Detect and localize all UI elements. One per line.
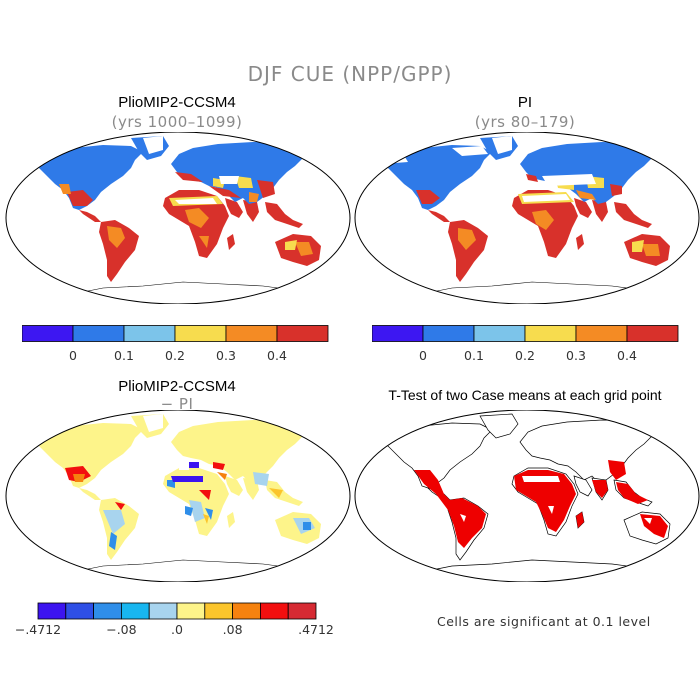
- panel-2-subtitle: (yrs 80–179): [474, 113, 576, 131]
- colorbar-tick-label: 0.1: [464, 348, 484, 363]
- panel-3-colorbar: −.4712 −.08 .0 .08 .4712: [15, 602, 334, 637]
- colorbar-cell: [575, 325, 628, 342]
- colorbar-tick-label: 0.2: [515, 348, 535, 363]
- panel-3-title: PlioMIP2-CCSM4: [118, 378, 236, 395]
- colorbar-cell: [22, 325, 74, 342]
- panel-2-colorbar: 0 0.1 0.2 0.3 0.4: [372, 325, 679, 363]
- colorbar-cell: [204, 602, 234, 620]
- colorbar-tick-label: 0.3: [216, 348, 236, 363]
- colorbar-cell: [524, 325, 577, 342]
- colorbar-cell: [225, 325, 278, 342]
- panel-4-title: T-Test of two Case means at each grid po…: [388, 387, 662, 403]
- colorbar-tick-label: 0.3: [566, 348, 586, 363]
- panel-4-map: [354, 410, 700, 582]
- panel-1-map: [5, 132, 351, 304]
- colorbar-cell: [37, 602, 67, 620]
- panel-2-map: [354, 132, 700, 304]
- colorbar-tick-label: .08: [223, 622, 243, 637]
- colorbar-tick-label: −.4712: [15, 622, 61, 637]
- colorbar-cell: [372, 325, 424, 342]
- colorbar-cell: [176, 602, 206, 620]
- panel-1-title: PlioMIP2-CCSM4: [118, 94, 236, 111]
- colorbar-tick-label: .4712: [298, 622, 334, 637]
- colorbar-tick-label: 0.4: [617, 348, 637, 363]
- panel-3-map: [5, 410, 351, 582]
- panel-2-title: PI: [517, 94, 533, 111]
- colorbar-tick-label: .0: [171, 622, 183, 637]
- colorbar-cell: [287, 602, 317, 620]
- panel-1-colorbar: 0 0.1 0.2 0.3 0.4: [22, 325, 329, 363]
- colorbar-tick-label: 0: [419, 348, 427, 363]
- panel-1-subtitle: (yrs 1000–1099): [111, 113, 243, 131]
- colorbar-cell: [72, 325, 125, 342]
- colorbar-tick-label: 0.4: [267, 348, 287, 363]
- panel-3-subtitle: − PI: [160, 395, 194, 413]
- colorbar-cell: [276, 325, 329, 342]
- colorbar-cell: [123, 325, 176, 342]
- significance-footnote: Cells are significant at 0.1 level: [437, 614, 651, 629]
- colorbar-cell: [93, 602, 122, 620]
- colorbar-cell: [148, 602, 178, 620]
- colorbar-cell: [422, 325, 475, 342]
- figure-title: DJF CUE (NPP/GPP): [247, 62, 453, 86]
- colorbar-cell: [121, 602, 150, 620]
- colorbar-cell: [473, 325, 526, 342]
- colorbar-cell: [259, 602, 289, 620]
- colorbar-cell: [65, 602, 94, 620]
- colorbar-tick-label: 0.1: [114, 348, 134, 363]
- colorbar-cell: [626, 325, 679, 342]
- colorbar-tick-label: −.08: [106, 622, 136, 637]
- colorbar-tick-label: 0.2: [165, 348, 185, 363]
- colorbar-cell: [174, 325, 227, 342]
- colorbar-cell: [232, 602, 261, 620]
- colorbar-tick-label: 0: [69, 348, 77, 363]
